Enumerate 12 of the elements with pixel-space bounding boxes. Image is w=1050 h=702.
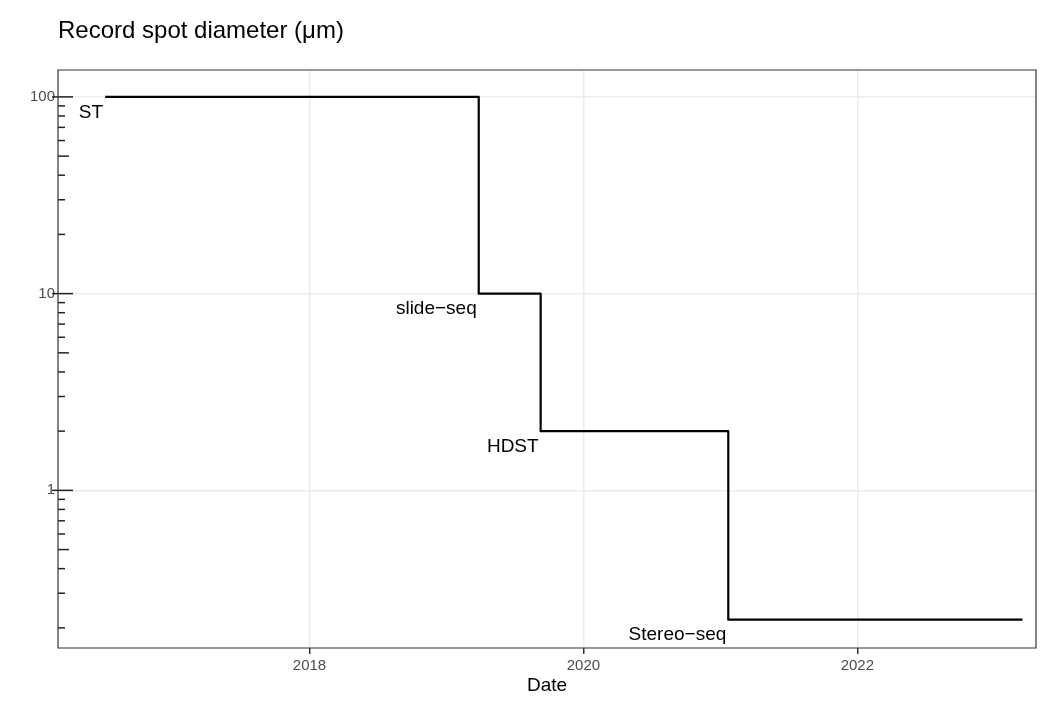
x-tick-label: 2020 <box>566 656 601 674</box>
annotation: Stereo−seq <box>628 623 727 645</box>
annotation: HDST <box>486 434 540 456</box>
x-axis-title: Date <box>525 674 569 696</box>
annotation: slide−seq <box>395 297 477 319</box>
y-tick-label: 100 <box>29 87 55 105</box>
chart-title: Record spot diameter (μm) <box>58 16 344 44</box>
y-tick-label: 10 <box>38 283 55 301</box>
y-tick-label: 1 <box>46 480 55 498</box>
annotation: ST <box>78 100 104 122</box>
x-tick-label: 2018 <box>292 656 327 674</box>
x-tick-label: 2022 <box>840 656 875 674</box>
